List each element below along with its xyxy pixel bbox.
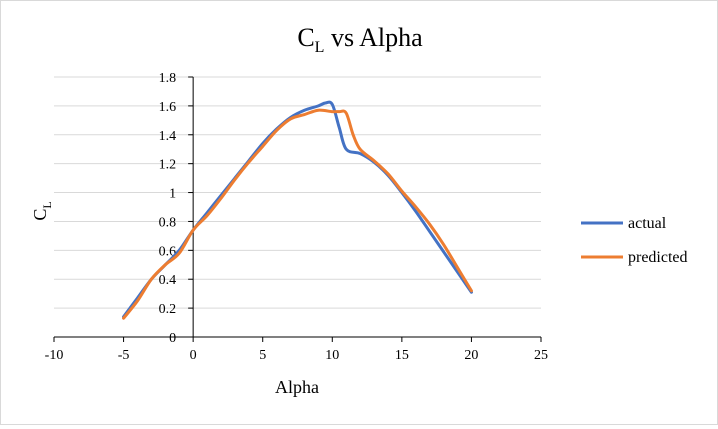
legend-label-predicted: predicted [628,249,688,266]
y-tick-label: 0.2 [159,302,177,317]
axes [53,76,542,342]
y-tick-labels: 0 0.2 0.4 0.6 0.8 1 1.2 1.4 1.6 1.8 [159,71,177,346]
x-tick-label: -10 [45,348,64,363]
legend: actual predicted [581,215,688,266]
y-tick-label: 1.8 [159,71,177,86]
x-tick-label: -5 [118,348,130,363]
x-tick-label: 15 [395,348,409,363]
legend-label-actual: actual [628,215,667,232]
x-tick-labels: -10 -5 0 5 10 15 20 25 [45,348,548,363]
x-axis-title: Alpha [275,377,319,397]
y-axis-title: CL [30,201,54,220]
x-tick-label: 10 [325,348,339,363]
y-tick-label: 1 [169,187,176,202]
x-tick-label: 5 [259,348,266,363]
y-tick-label: 0.8 [159,215,177,230]
y-tick-label: 1.6 [159,100,177,115]
y-tick-label: 1.2 [159,158,177,173]
series-line-predicted [122,108,473,320]
gridlines [54,76,541,309]
x-tick-label: 20 [464,348,478,363]
x-tick-label: 25 [534,348,548,363]
series-lines [122,100,473,320]
y-tick-label: 0.4 [159,273,177,288]
chart-title: CL vs Alpha [297,23,423,56]
y-tick-label: 0 [169,331,176,346]
y-tick-label: 0.6 [159,244,177,259]
x-tick-label: 0 [190,348,197,363]
y-tick-label: 1.4 [159,129,177,144]
